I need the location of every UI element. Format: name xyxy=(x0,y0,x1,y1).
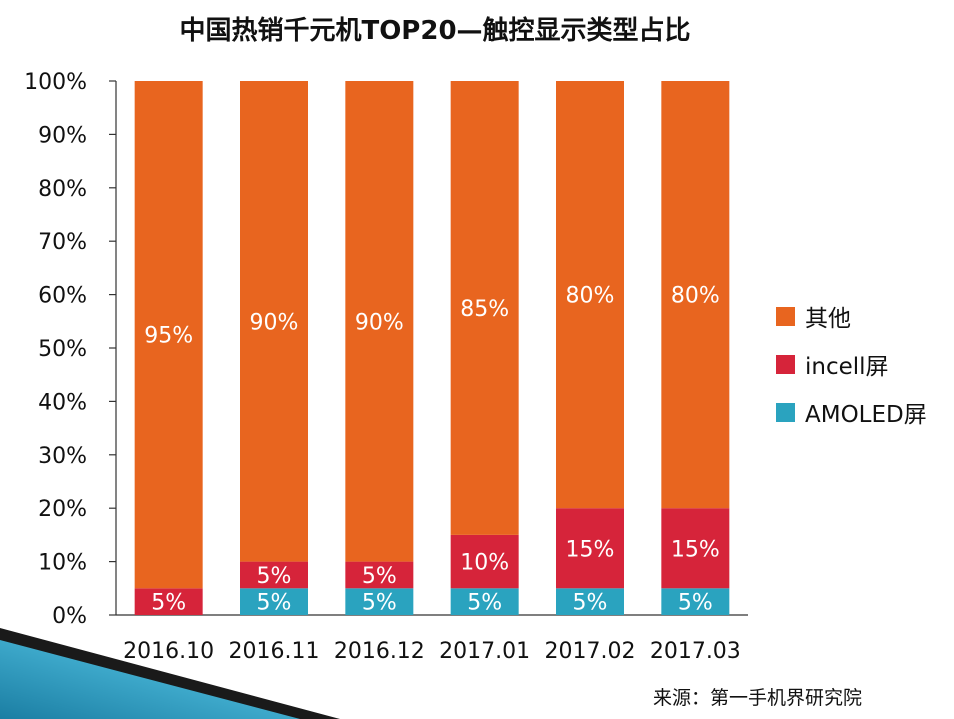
x-tick-label: 2016.12 xyxy=(334,639,425,664)
bar-segment xyxy=(345,81,414,562)
bar-value-label: 10% xyxy=(460,551,509,576)
bar-value-label: 80% xyxy=(671,284,720,309)
y-tick-label: 60% xyxy=(38,284,87,309)
bar-segment xyxy=(661,508,730,589)
legend-swatch-incell xyxy=(776,354,795,374)
chart-title: 中国热销千元机TOP20—触控显示类型占比 xyxy=(179,16,691,46)
legend-swatch-other xyxy=(776,306,795,326)
legend-item-other: 其他 xyxy=(776,292,927,340)
bar-segment xyxy=(345,561,414,589)
y-tick-label: 100% xyxy=(24,70,87,95)
bar-value-label: 5% xyxy=(151,591,186,616)
bar-value-label: 90% xyxy=(250,310,299,335)
y-tick-label: 50% xyxy=(38,337,87,362)
y-tick-label: 70% xyxy=(38,230,87,255)
bar-value-label: 5% xyxy=(257,591,292,616)
bar-segment xyxy=(556,588,624,615)
legend-label-amoled: AMOLED屏 xyxy=(805,402,927,428)
bar-value-label: 15% xyxy=(566,537,615,562)
legend: 其他 incell屏 AMOLED屏 xyxy=(776,292,927,436)
legend-label-other: 其他 xyxy=(805,306,851,332)
bar-value-label: 5% xyxy=(678,591,713,616)
bar-value-label: 80% xyxy=(566,284,615,309)
bar-segment xyxy=(661,81,730,509)
bar-value-label: 85% xyxy=(460,297,509,322)
bar-value-label: 5% xyxy=(362,591,397,616)
bar-segment xyxy=(556,81,624,509)
bar-segment xyxy=(450,81,519,535)
source-note: 来源：第一手机界研究院 xyxy=(653,687,863,709)
legend-label-incell: incell屏 xyxy=(805,354,889,380)
bar-value-label: 5% xyxy=(467,591,502,616)
bar-segment xyxy=(345,588,414,615)
bar-segment xyxy=(661,588,730,615)
y-tick-label: 10% xyxy=(38,551,87,576)
bar-segment xyxy=(556,508,624,589)
x-tick-label: 2017.03 xyxy=(650,639,741,664)
bar-segment xyxy=(240,81,308,562)
bar-segment xyxy=(450,588,519,615)
bar-value-label: 5% xyxy=(362,564,397,589)
bar-segment xyxy=(450,534,519,589)
bar-value-label: 15% xyxy=(671,537,720,562)
bar-segment xyxy=(134,81,203,589)
y-tick-label: 80% xyxy=(38,177,87,202)
legend-swatch-amoled xyxy=(776,402,795,422)
bar-value-label: 5% xyxy=(257,564,292,589)
y-tick-label: 0% xyxy=(52,604,87,629)
bar-segment xyxy=(240,561,308,589)
y-tick-label: 90% xyxy=(38,123,87,148)
x-tick-label: 2017.02 xyxy=(545,639,636,664)
decorative-corner-stripe xyxy=(0,628,340,719)
bar-value-label: 5% xyxy=(573,591,608,616)
legend-item-amoled: AMOLED屏 xyxy=(776,388,927,436)
bar-value-label: 90% xyxy=(355,310,404,335)
y-tick-label: 30% xyxy=(38,444,87,469)
y-tick-label: 40% xyxy=(38,390,87,415)
x-tick-label: 2017.01 xyxy=(439,639,530,664)
x-tick-label: 2016.10 xyxy=(123,639,214,664)
x-tick-label: 2016.11 xyxy=(229,639,320,664)
bar-segment xyxy=(134,588,203,615)
bar-value-label: 95% xyxy=(144,324,193,349)
legend-item-incell: incell屏 xyxy=(776,340,927,388)
bar-segment xyxy=(240,588,308,615)
y-tick-label: 20% xyxy=(38,497,87,522)
